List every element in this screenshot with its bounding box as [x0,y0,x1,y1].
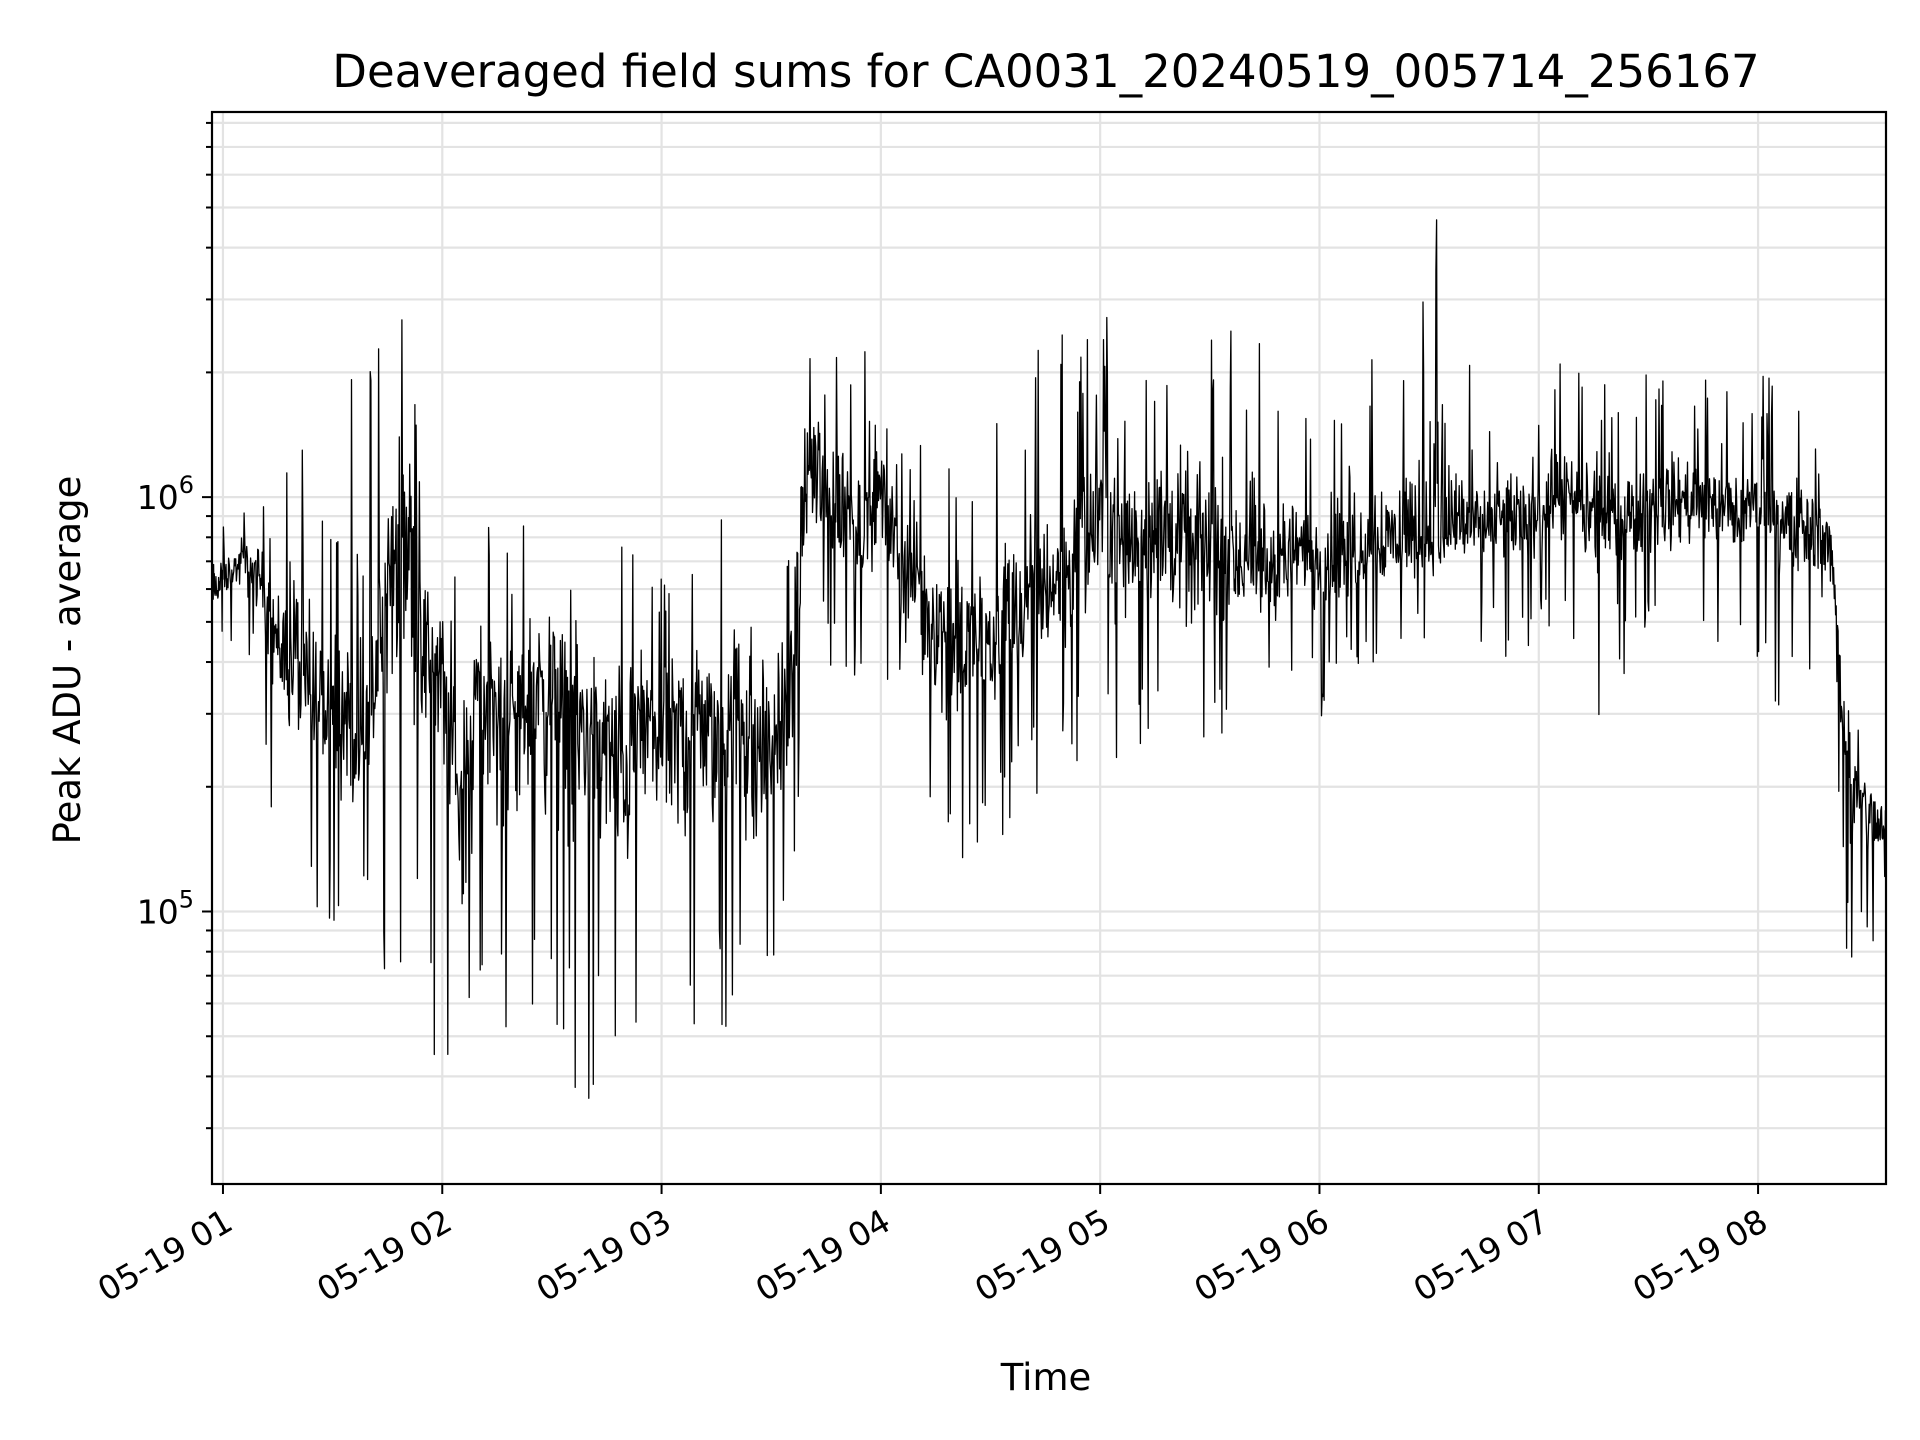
y-tick-exponent: 5 [179,886,194,914]
y-tick-base: 10 [137,478,179,517]
plot-frame [210,110,1888,1186]
axes [210,110,1888,1186]
y-axis-title: Peak ADU - average [46,476,89,845]
y-tick-label: 105 [137,886,194,932]
chart-title: Deaveraged field sums for CA0031_2024051… [332,45,1759,98]
series-line [211,219,1887,1099]
y-tick-label: 106 [137,471,194,517]
y-tick-exponent: 6 [179,471,194,499]
x-axis-title: Time [1000,1356,1092,1399]
y-tick-base: 10 [137,893,179,932]
data-series [211,219,1887,1099]
